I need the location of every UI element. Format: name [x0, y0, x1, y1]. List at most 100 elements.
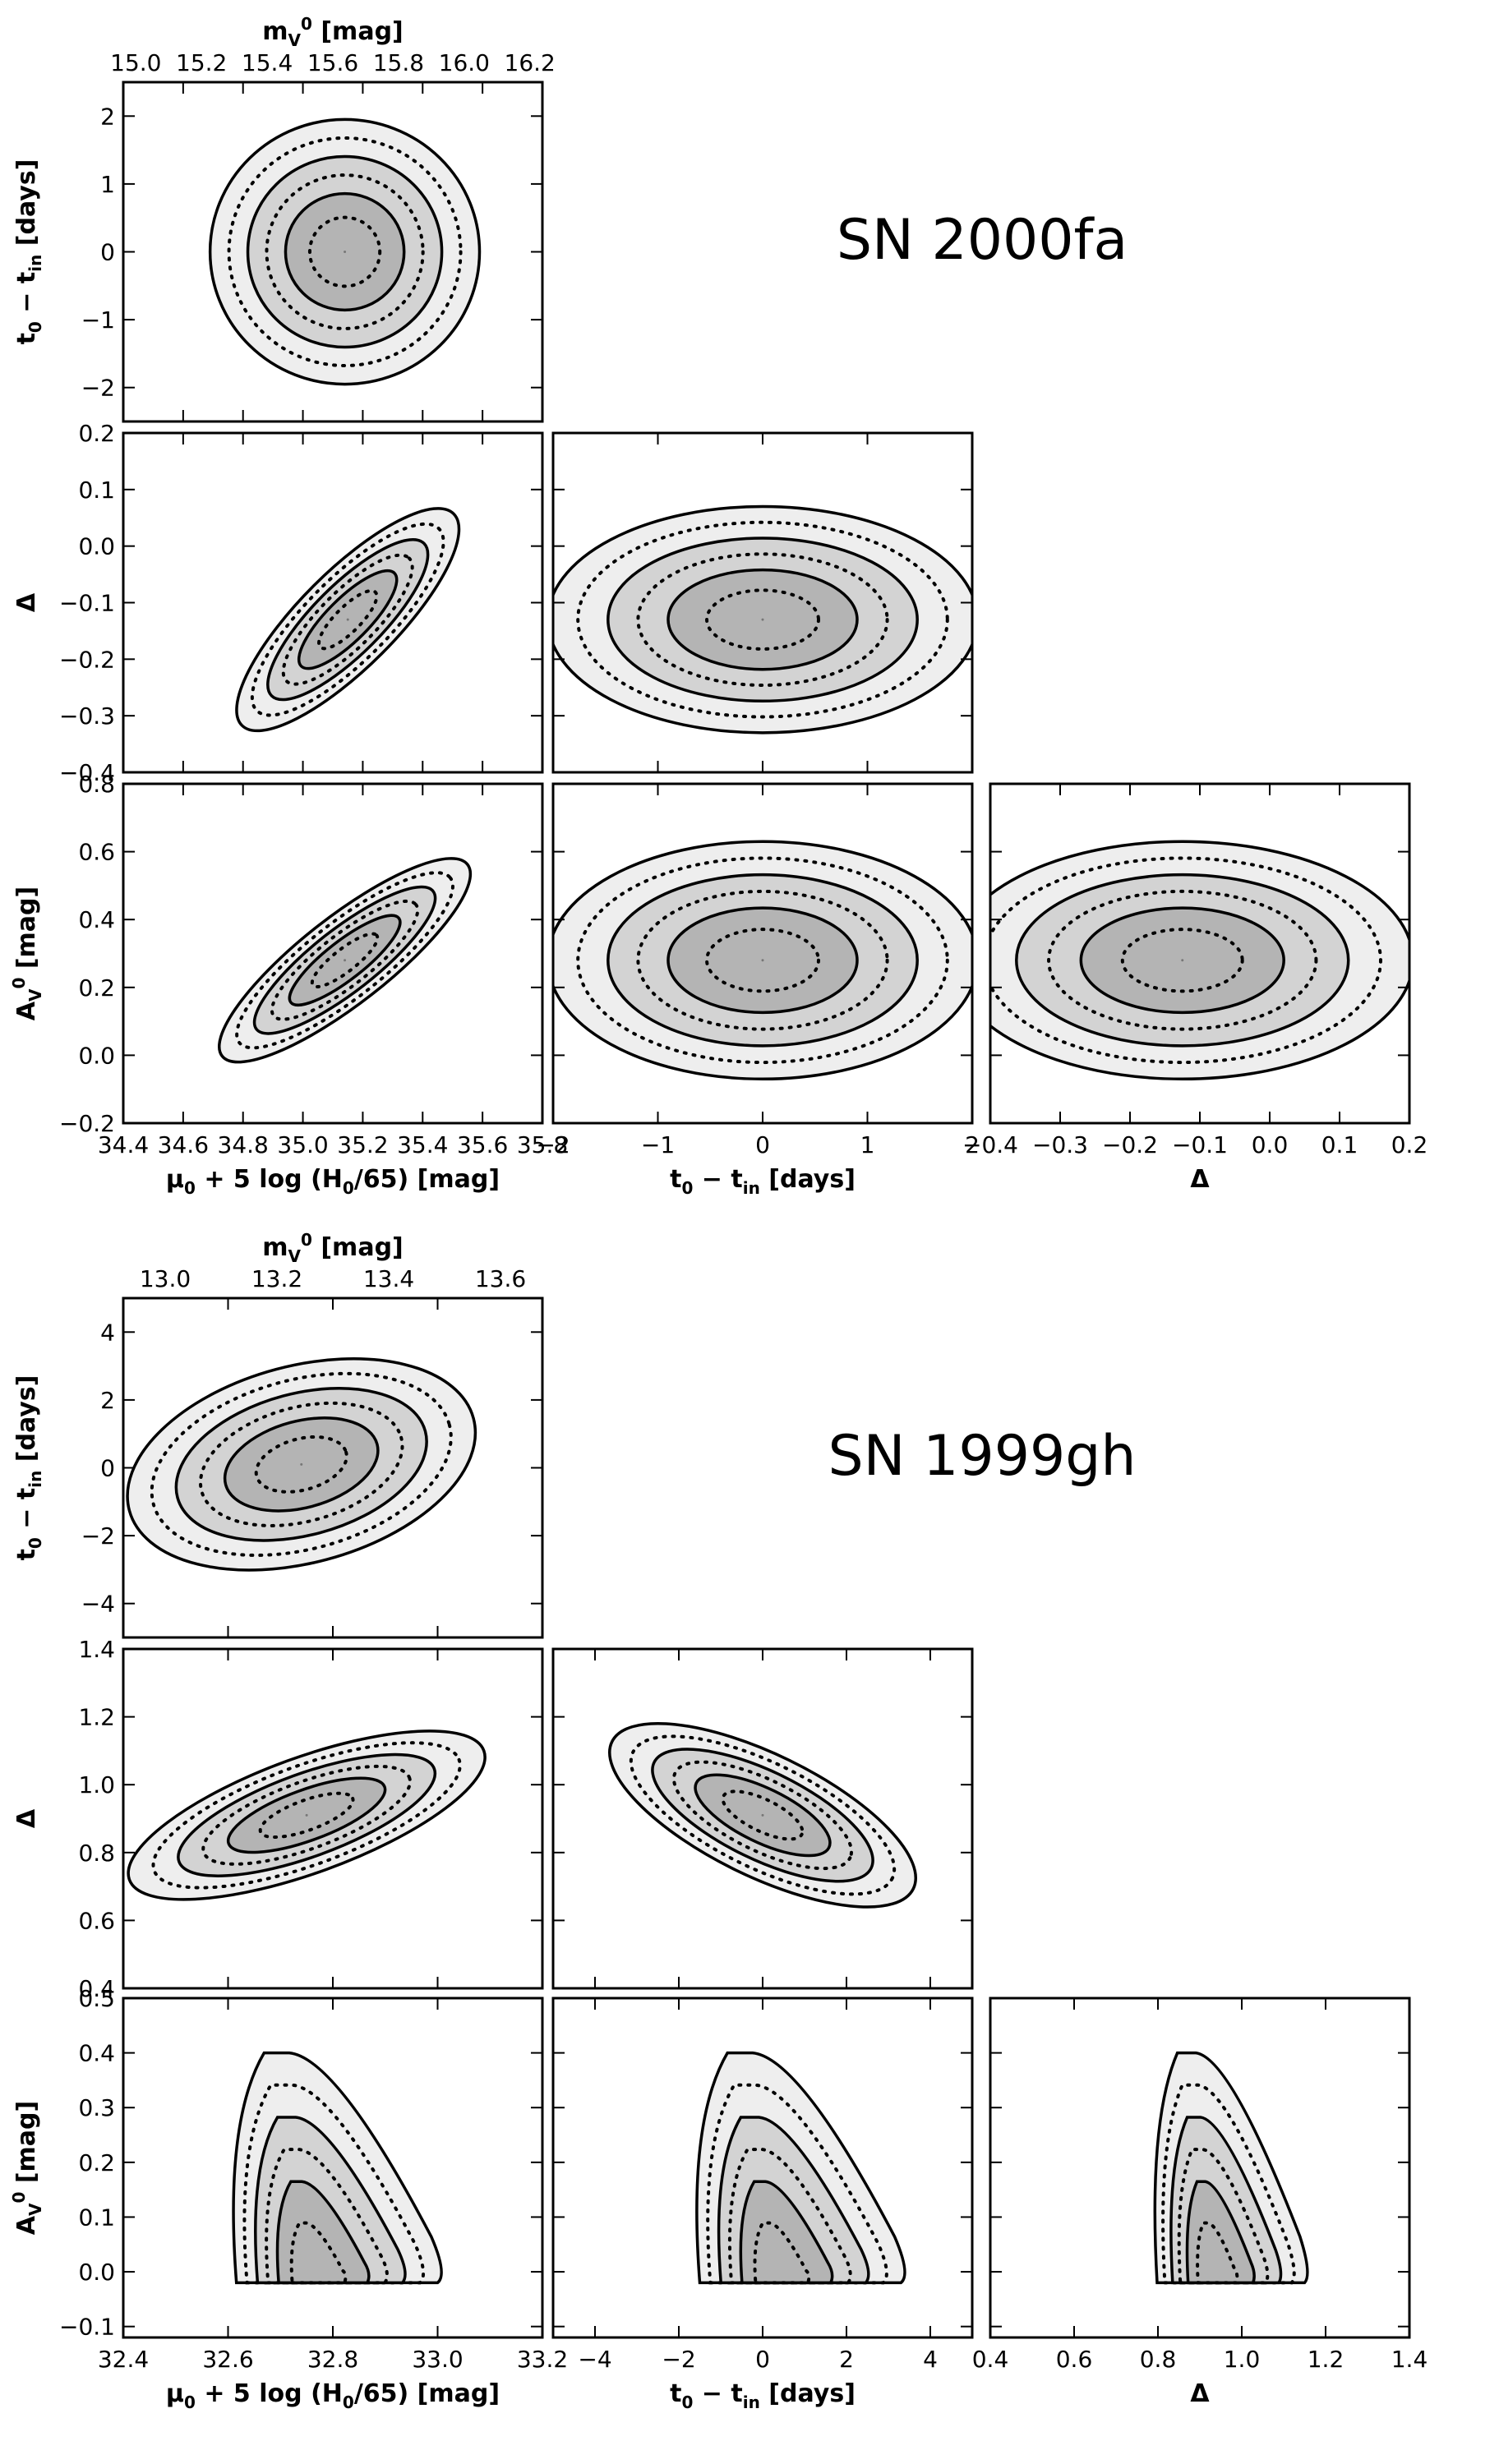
y-axis-label: t0 − tin [days]: [12, 1375, 45, 1561]
contours: [1153, 2051, 1309, 2285]
confidence-contour: [1161, 2083, 1296, 2285]
contours: [235, 507, 461, 733]
x-tick-label: −0.2: [1102, 1131, 1158, 1158]
confidence-contour: [1185, 2180, 1256, 2285]
x-tick-label: −1: [641, 1131, 675, 1158]
y-tick-label: 2: [100, 1387, 115, 1414]
top-axis-tick-label: 13.2: [251, 1265, 302, 1292]
x-tick-label: 35.0: [277, 1131, 328, 1158]
x-tick-label: 32.6: [202, 2346, 253, 2373]
top-axis-tick-label: 13.0: [140, 1265, 191, 1292]
y-tick-label: 0.4: [78, 2040, 115, 2067]
confidence-contour: [706, 2083, 888, 2285]
best-fit-point: [761, 959, 764, 962]
confidence-contour: [317, 588, 379, 651]
confidence-contour: [289, 2221, 348, 2285]
best-fit-point: [305, 1813, 308, 1817]
confidence-contour: [705, 588, 820, 651]
top-axis-tick-label: 13.4: [363, 1265, 414, 1292]
supernova-title: SN 2000fa: [837, 208, 1128, 273]
x-tick-label: 0.2: [1391, 1131, 1428, 1158]
y-tick-label: −0.3: [59, 702, 115, 730]
y-tick-label: 0.2: [78, 974, 115, 1002]
confidence-contour: [990, 856, 1382, 1065]
x-tick-label: 0.8: [1140, 2346, 1177, 2373]
contours: [127, 1729, 487, 1901]
y-tick-label: 0: [100, 1455, 115, 1482]
contour-panel: −4 −2 0 2 4 t0 − tin [days]: [551, 1997, 974, 2412]
confidence-contour: [265, 173, 425, 330]
y-tick-label: −2: [81, 1522, 115, 1550]
y-tick-label: 0.8: [78, 771, 115, 798]
confidence-contour: [227, 136, 463, 368]
x-axis-label: Δ: [1190, 1165, 1210, 1194]
contours: [208, 117, 482, 386]
y-tick-label: 0.0: [78, 1042, 115, 1069]
y-tick-label: 0.5: [78, 1985, 115, 2012]
confidence-contour: [1196, 2221, 1239, 2285]
x-tick-label: 2: [965, 1131, 980, 1158]
y-axis-label: AV0 [mag]: [9, 887, 45, 1020]
x-tick-label: 1: [860, 1131, 875, 1158]
y-tick-label: 2: [100, 103, 115, 130]
contour-panel: −2 −1 0 1 2 t0 − tin [days]: [536, 782, 980, 1198]
y-tick-label: 1.4: [78, 1636, 115, 1663]
y-tick-label: 0.0: [78, 533, 115, 560]
top-axis-tick-label: 15.8: [373, 49, 424, 76]
x-tick-label: 0.0: [1252, 1131, 1289, 1158]
y-tick-label: 0.8: [78, 1840, 115, 1867]
x-tick-label: 0.1: [1321, 1131, 1358, 1158]
x-tick-label: 35.4: [397, 1131, 448, 1158]
top-axis-tick-label: 15.2: [176, 49, 227, 76]
x-tick-label: 32.4: [98, 2346, 149, 2373]
best-fit-point: [346, 618, 349, 621]
y-tick-label: −0.4: [59, 759, 115, 786]
y-tick-label: −2: [81, 375, 115, 402]
contour-panel: −0.2 0.0 0.2 0.4 0.6 0.8 AV0 [mag] 34.4 34.6 34.8…: [9, 771, 568, 1198]
top-axis-label: mV0 [mag]: [262, 14, 404, 50]
contour-panel: −2 −1 0 1 2 t0 − tin [days]: [12, 81, 544, 423]
confidence-contour: [705, 928, 820, 993]
y-axis-label: Δ: [12, 1808, 41, 1828]
y-tick-label: 1: [100, 171, 115, 198]
x-tick-label: 0.4: [972, 2346, 1009, 2373]
confidence-contour: [235, 871, 454, 1050]
confidence-contour: [636, 552, 889, 687]
confidence-contour: [150, 1371, 453, 1557]
confidence-contour: [281, 553, 414, 686]
confidence-contour: [250, 522, 445, 717]
y-tick-label: 4: [100, 1319, 115, 1346]
x-tick-label: 4: [923, 2346, 938, 2373]
x-tick-label: 34.8: [218, 1131, 269, 1158]
panel-frame: [989, 1997, 1411, 2339]
contours: [218, 857, 473, 1064]
y-tick-label: 0.3: [78, 2094, 115, 2121]
x-tick-label: 1.0: [1224, 2346, 1261, 2373]
confidence-contour: [1047, 889, 1318, 1031]
confidence-contour: [270, 899, 420, 1021]
x-tick-label: −2: [536, 1131, 570, 1158]
best-fit-point: [300, 1462, 303, 1466]
panel-frame: [122, 782, 544, 1125]
top-axis-tick-label: 15.4: [242, 49, 293, 76]
y-axis-label: Δ: [12, 592, 41, 612]
x-axis-label: μ0 + 5 log (H0/65) [mag]: [166, 2379, 500, 2412]
y-tick-label: −1: [81, 306, 115, 334]
contours: [553, 504, 972, 735]
x-tick-label: 35.6: [457, 1131, 508, 1158]
top-axis-tick-label: 16.0: [439, 49, 490, 76]
x-tick-label: 0.6: [1056, 2346, 1093, 2373]
confidence-contour: [721, 1789, 805, 1841]
x-tick-label: −4: [578, 2346, 611, 2373]
contour-panel: −4 −2 0 2 4 t0 − tin [days]: [12, 1296, 544, 1639]
confidence-contour: [254, 1435, 348, 1494]
confidence-contour: [258, 1791, 355, 1840]
figure-sn1999gh: SN 1999gh 13.0 13.2 13.4 13.6 mV0 [mag] −4 −2 0 2…: [9, 1230, 1428, 2412]
x-tick-label: 0: [755, 1131, 770, 1158]
y-tick-label: 0.0: [78, 2259, 115, 2286]
x-tick-label: 33.2: [517, 2346, 568, 2373]
x-tick-label: 2: [839, 2346, 854, 2373]
top-axis-label: mV0 [mag]: [262, 1230, 404, 1266]
confidence-contour: [275, 2180, 371, 2285]
